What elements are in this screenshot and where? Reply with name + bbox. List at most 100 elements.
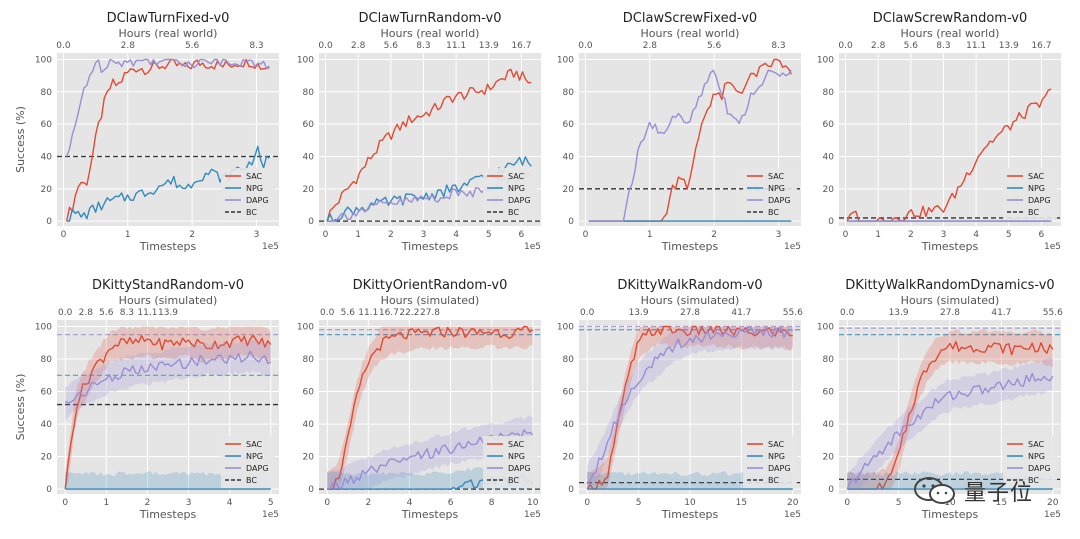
y-tick-label: 0 <box>308 217 314 227</box>
legend-label-dapg: DAPG <box>508 464 531 473</box>
top-tick-label: 55.6 <box>1043 308 1063 318</box>
x-tick-label: 1 <box>355 230 361 240</box>
legend-label-sac: SAC <box>768 440 785 449</box>
x-tick-label: 4 <box>227 498 233 508</box>
legend-label-sac: SAC <box>246 440 263 449</box>
wechat-icon <box>914 477 955 504</box>
series-line-dapg <box>66 58 270 157</box>
chart-title: DClawTurnFixed-v0 <box>107 11 230 26</box>
x-tick-label: 10 <box>684 498 696 508</box>
chart-panel-8: 0 20 40 60 80 100 0 5 10 15 20 0.0 13.9 27.8 41.7 55.6 H… <box>817 278 1063 521</box>
top-tick-label: 8.3 <box>416 41 430 51</box>
x-tick-label: 1 <box>647 230 653 240</box>
chart-panel-4: 0 20 40 60 80 100 0 1 2 3 4 5 6 0.0 2.8 5.6 8.3 11.1 13.9 1… <box>817 11 1061 253</box>
top-tick-label: 22.2 <box>399 308 419 318</box>
top-tick-label: 27.8 <box>940 308 960 318</box>
y-tick-label: 60 <box>563 388 575 398</box>
y-tick-label: 60 <box>41 388 53 398</box>
legend-label-npg: NPG <box>508 184 525 193</box>
legend-label-npg: NPG <box>1028 452 1045 461</box>
y-tick-label: 20 <box>823 185 835 195</box>
x-tick-label: 0 <box>61 230 67 240</box>
x-multiplier: 1e5 <box>524 242 541 252</box>
x-tick-label: 2 <box>388 230 394 240</box>
chart-title: DClawScrewRandom-v0 <box>873 11 1028 26</box>
x-tick-label: 6 <box>1039 230 1045 240</box>
top-tick-label: 2.8 <box>79 308 94 318</box>
legend-label-dapg: DAPG <box>768 464 791 473</box>
legend-label-bc: BC <box>508 208 519 217</box>
top-axis-label: Hours (simulated) <box>641 294 740 307</box>
legend-label-sac: SAC <box>508 172 525 181</box>
x-tick-label: 0 <box>62 498 68 508</box>
series-line-sac <box>846 88 1052 222</box>
x-multiplier: 1e5 <box>784 510 801 520</box>
chart-panel-5: 0 20 40 60 80 100 0 1 2 3 4 5 0.0 2.8 5.6 8.3 11.1 13.9Ho… <box>14 278 279 521</box>
legend-label-bc: BC <box>768 208 779 217</box>
series-line-sac <box>847 340 1054 490</box>
x-tick-label: 5 <box>636 498 642 508</box>
legend-label-sac: SAC <box>508 440 525 449</box>
chart-title: DClawScrewFixed-v0 <box>623 11 757 26</box>
y-tick-label: 20 <box>303 185 315 195</box>
y-tick-label: 80 <box>303 88 315 98</box>
legend-label-npg: NPG <box>768 184 785 193</box>
x-axis-label: Timesteps <box>921 240 979 253</box>
series-line-dapg <box>64 350 272 404</box>
series-band-dapg <box>847 357 1053 490</box>
y-tick-label: 0 <box>568 217 574 227</box>
top-tick-label: 0.0 <box>320 308 335 318</box>
x-tick-label: 0 <box>583 230 589 240</box>
top-tick-label: 2.8 <box>871 41 886 51</box>
y-tick-label: 20 <box>823 453 835 463</box>
top-tick-label: 11.1 <box>446 41 466 51</box>
y-tick-label: 100 <box>557 323 574 333</box>
y-tick-label: 20 <box>41 185 53 195</box>
series-line-sac <box>327 325 534 490</box>
x-multiplier: 1e5 <box>1044 242 1061 252</box>
y-tick-label: 80 <box>563 88 575 98</box>
chart-title: DClawTurnRandom-v0 <box>359 11 502 26</box>
legend: SAC NPG DAPG BC <box>483 168 537 220</box>
y-tick-label: 60 <box>303 388 315 398</box>
y-tick-label: 40 <box>823 152 835 162</box>
x-tick-label: 4 <box>973 230 979 240</box>
series-band-dapg <box>587 326 793 490</box>
x-tick-label: 2 <box>145 498 151 508</box>
series-band-sac <box>65 326 271 490</box>
legend-label-dapg: DAPG <box>768 196 791 205</box>
legend-label-bc: BC <box>1028 208 1039 217</box>
x-tick-label: 3 <box>186 498 192 508</box>
top-tick-label: 11.1 <box>966 41 986 51</box>
x-tick-label: 8 <box>489 498 495 508</box>
x-tick-label: 1 <box>103 498 109 508</box>
top-axis-label: Hours (real world) <box>641 27 740 40</box>
y-tick-label: 60 <box>41 120 53 130</box>
x-axis-label: Timesteps <box>661 240 719 253</box>
plot-content <box>319 325 541 490</box>
y-tick-label: 80 <box>823 355 835 365</box>
top-tick-label: 16.7 <box>1031 41 1051 51</box>
top-tick-label: 0.0 <box>578 41 593 51</box>
legend: SAC NPG DAPG BC <box>743 168 797 220</box>
legend: SAC NPG DAPG BC <box>483 436 537 488</box>
x-multiplier: 1e5 <box>262 242 279 252</box>
top-tick-label: 5.6 <box>185 41 200 51</box>
x-axis-label: Timesteps <box>139 508 197 521</box>
y-tick-label: 40 <box>41 152 53 162</box>
y-tick-label: 100 <box>297 323 314 333</box>
top-tick-label: 13.9 <box>629 308 649 318</box>
top-tick-label: 8.3 <box>771 41 785 51</box>
top-axis-label: Hours (real world) <box>119 27 218 40</box>
x-tick-label: 0 <box>843 230 849 240</box>
x-tick-label: 4 <box>407 498 413 508</box>
x-tick-label: 5 <box>896 498 902 508</box>
series-line-dapg <box>846 372 1054 490</box>
y-tick-label: 100 <box>817 55 834 65</box>
chart-panel-1: 0 20 40 60 80 100 0 1 2 3 0.0 2.8 5.6 8.3 Hours (real … <box>14 11 279 253</box>
plot-content <box>579 325 801 490</box>
top-axis-label: Hours (simulated) <box>901 294 1000 307</box>
series-line-sac <box>326 68 532 222</box>
x-tick-label: 0 <box>584 498 590 508</box>
chart-title: DKittyStandRandom-v0 <box>92 278 244 293</box>
